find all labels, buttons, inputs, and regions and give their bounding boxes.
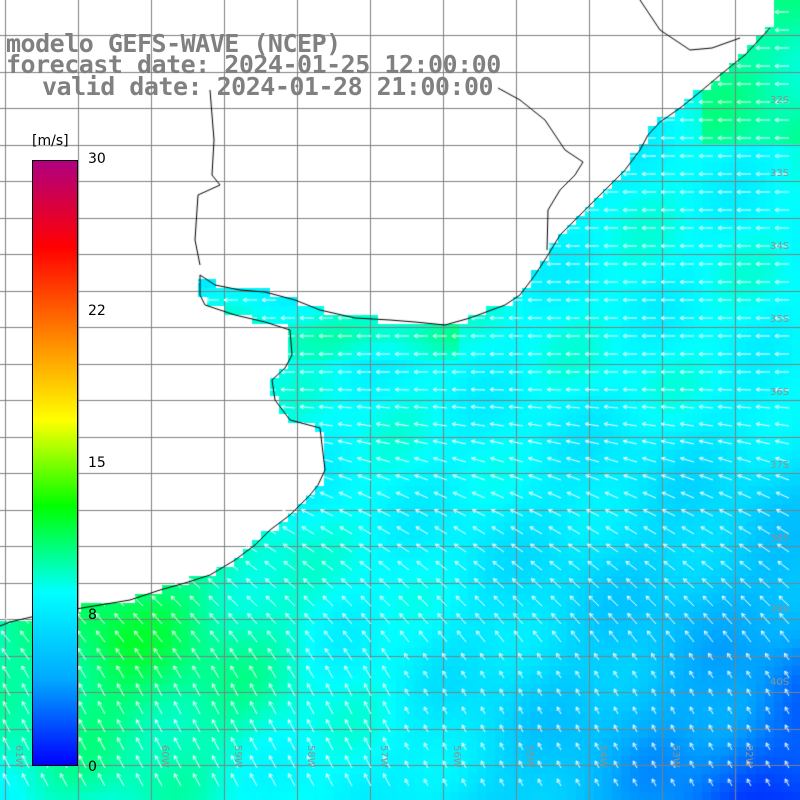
lon-label-56w: 56W bbox=[451, 745, 462, 768]
colorbar bbox=[32, 160, 78, 766]
valid-date: valid date: 2024-01-28 21:00:00 bbox=[42, 72, 494, 101]
colorbar-unit: [m/s] bbox=[32, 133, 69, 149]
colorbar-tick-15: 15 bbox=[88, 455, 106, 471]
lat-label-34s: 34S bbox=[770, 241, 790, 252]
lon-label-60w: 60W bbox=[159, 745, 170, 768]
colorbar-tick-8: 8 bbox=[88, 607, 97, 623]
forecast-date: forecast date: 2024-01-25 12:00:00 bbox=[6, 50, 501, 79]
colorbar-tick-0: 0 bbox=[88, 759, 97, 775]
model-title: modelo GEFS-WAVE (NCEP) bbox=[6, 29, 341, 58]
colorbar-tick-30: 30 bbox=[88, 151, 106, 167]
lat-label-35s: 35S bbox=[770, 314, 790, 325]
lon-label-59w: 59W bbox=[232, 745, 243, 768]
lon-label-53w: 53W bbox=[670, 745, 681, 768]
lat-label-36s: 36S bbox=[770, 387, 790, 398]
lat-label-40s: 40S bbox=[770, 677, 790, 688]
lon-label-58w: 58W bbox=[305, 745, 316, 768]
lat-label-37s: 37S bbox=[770, 460, 790, 471]
lat-label-32s: 32S bbox=[770, 95, 790, 106]
lon-label-52w: 52W bbox=[743, 745, 754, 768]
lon-label-61w: 61W bbox=[13, 745, 24, 768]
lon-label-57w: 57W bbox=[378, 745, 389, 768]
colorbar-tick-22: 22 bbox=[88, 303, 106, 319]
lon-label-55w: 55W bbox=[524, 745, 535, 768]
lat-label-33s: 33S bbox=[770, 168, 790, 179]
lon-label-54w: 54W bbox=[597, 745, 608, 768]
lat-label-39s: 39S bbox=[770, 604, 790, 615]
lat-label-38s: 38S bbox=[770, 533, 790, 544]
